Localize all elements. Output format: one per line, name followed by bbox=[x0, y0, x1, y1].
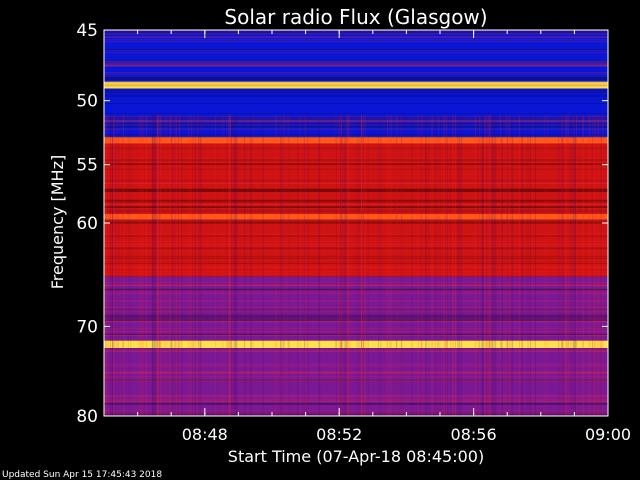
frequency-band bbox=[104, 137, 608, 144]
noise-texture bbox=[104, 30, 608, 417]
y-tick-label: 45 bbox=[76, 21, 98, 41]
frequency-band bbox=[104, 340, 608, 349]
x-tick-label: 08:56 bbox=[451, 425, 497, 444]
x-tick-label: 08:48 bbox=[182, 425, 228, 444]
y-axis: 45 50 55 60 70 80 bbox=[76, 21, 608, 427]
y-axis-label: Frequency [MHz] bbox=[48, 155, 67, 289]
x-axis: 08:48 08:52 08:56 09:00 bbox=[137, 30, 631, 444]
plot-area bbox=[103, 29, 609, 417]
frequency-band bbox=[104, 30, 608, 82]
y-tick-label: 60 bbox=[76, 214, 98, 234]
x-axis-label: Start Time (07-Apr-18 08:45:00) bbox=[228, 447, 484, 466]
frequency-band bbox=[104, 143, 608, 214]
chart-title: Solar radio Flux (Glasgow) bbox=[224, 5, 487, 29]
frequency-band bbox=[104, 213, 608, 220]
y-tick-label: 70 bbox=[76, 317, 98, 337]
y-tick-label: 50 bbox=[76, 92, 98, 112]
frequency-band bbox=[104, 88, 608, 138]
frequency-band bbox=[104, 348, 608, 416]
frequency-band bbox=[104, 219, 608, 277]
y-tick-label: 55 bbox=[76, 156, 98, 176]
y-tick-label: 80 bbox=[76, 407, 98, 427]
x-tick-label: 09:00 bbox=[585, 425, 631, 444]
frequency-band bbox=[104, 276, 608, 341]
x-tick-label: 08:52 bbox=[316, 425, 362, 444]
updated-timestamp: Updated Sun Apr 15 17:45:43 2018 bbox=[2, 470, 163, 480]
frequency-band bbox=[104, 81, 608, 89]
